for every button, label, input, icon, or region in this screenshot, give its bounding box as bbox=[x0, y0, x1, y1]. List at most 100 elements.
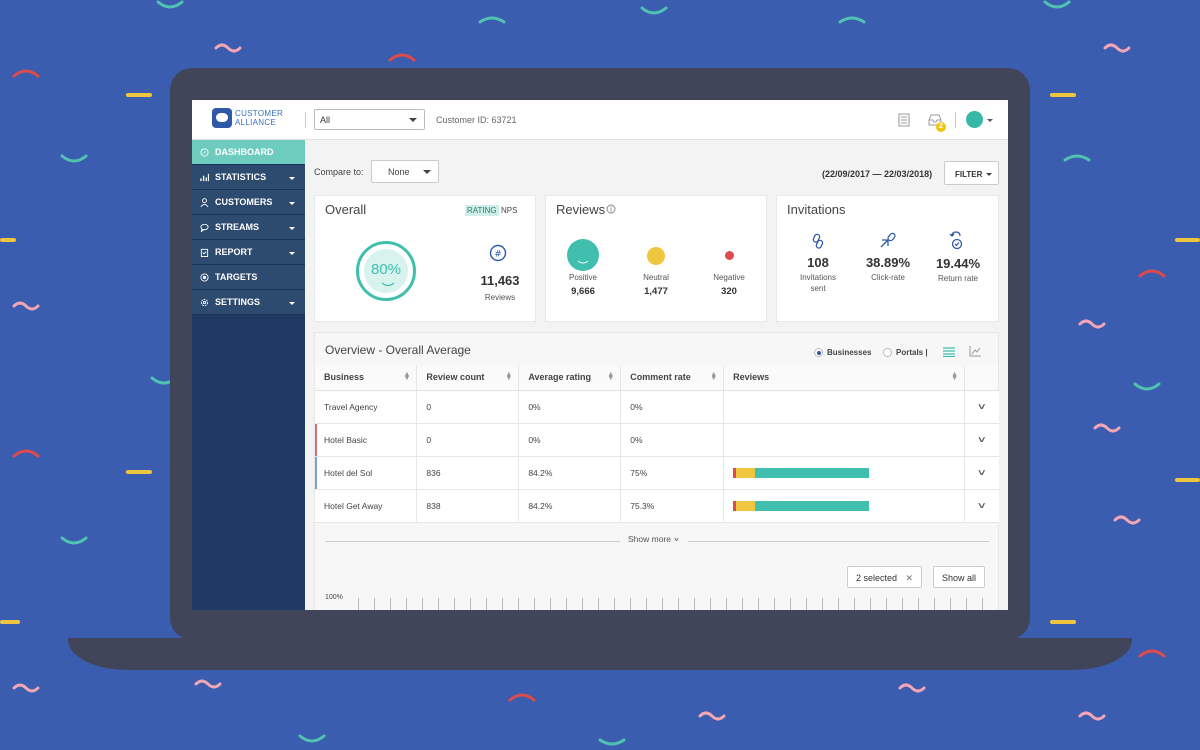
expand-row-button[interactable]: ∨ bbox=[964, 390, 999, 424]
radio-businesses-label: Businesses bbox=[827, 348, 872, 357]
sidebar-item-label: SETTINGS bbox=[215, 297, 261, 307]
sidebar-item-customers[interactable]: CUSTOMERS bbox=[192, 190, 305, 215]
sidebar-item-label: REPORT bbox=[215, 247, 253, 257]
table-row[interactable]: Hotel del Sol 836 84.2% 75% ∨ bbox=[315, 456, 999, 490]
smile-icon bbox=[381, 282, 395, 287]
expand-row-button[interactable]: ∨ bbox=[964, 489, 999, 523]
chevron-down-icon bbox=[986, 173, 992, 176]
show-more-button[interactable]: Show more ∨ bbox=[620, 534, 688, 545]
target-icon bbox=[200, 272, 209, 282]
expand-row-button[interactable]: ∨ bbox=[964, 423, 999, 457]
table-row[interactable]: Hotel Basic 0 0% 0% ∨ bbox=[315, 423, 999, 457]
sidebar-item-label: STREAMS bbox=[215, 222, 260, 232]
divider bbox=[305, 112, 306, 128]
return-rate-value: 19.44% bbox=[935, 256, 981, 271]
show-all-button[interactable]: Show all bbox=[933, 566, 986, 588]
bar-chart-icon bbox=[200, 173, 209, 181]
cell-review-count: 0 bbox=[416, 390, 520, 424]
date-range[interactable]: (22/09/2017 — 22/03/2018) bbox=[822, 169, 933, 179]
column-header-comment-rate[interactable]: Comment rate ▲ ▼ bbox=[620, 365, 725, 391]
sort-icon: ▲ ▼ bbox=[607, 371, 615, 382]
sidebar-item-report[interactable]: REPORT bbox=[192, 240, 305, 265]
cell-average-rating: 84.2% bbox=[518, 489, 622, 523]
chevron-down-icon bbox=[289, 302, 295, 305]
radio-portals[interactable] bbox=[883, 348, 892, 357]
positive-value: 9,666 bbox=[571, 286, 595, 297]
compare-label: Compare to: bbox=[314, 167, 364, 177]
sort-icon: ▲ ▼ bbox=[403, 371, 411, 382]
overall-title: Overall bbox=[325, 202, 367, 217]
sidebar-item-dashboard[interactable]: DASHBOARD bbox=[192, 140, 305, 165]
document-icon[interactable] bbox=[898, 113, 910, 127]
radio-businesses[interactable] bbox=[814, 348, 823, 357]
table-header-row: Business ▲ ▼ Review count ▲ ▼ Average rating… bbox=[315, 365, 999, 391]
cell-average-rating: 0% bbox=[518, 390, 622, 424]
sort-icon: ▲ ▼ bbox=[710, 371, 718, 382]
chevron-down-icon bbox=[409, 118, 417, 122]
business-select[interactable]: All bbox=[314, 109, 425, 130]
positive-indicator bbox=[567, 239, 599, 271]
sidebar-item-statistics[interactable]: STATISTICS bbox=[192, 165, 305, 190]
chevron-down-icon bbox=[289, 202, 295, 205]
sidebar-item-label: DASHBOARD bbox=[215, 147, 274, 157]
column-header-average-rating[interactable]: Average rating ▲ ▼ bbox=[518, 365, 622, 391]
cell-review-count: 0 bbox=[416, 423, 520, 457]
review-count-label: Reviews bbox=[484, 293, 516, 302]
table-row[interactable]: Hotel Get Away 838 84.2% 75.3% ∨ bbox=[315, 489, 999, 523]
sort-icon: ▲ ▼ bbox=[951, 371, 959, 382]
compare-select[interactable]: None bbox=[371, 160, 439, 183]
invitations-sent-value: 108 bbox=[807, 255, 829, 270]
rating-score: 80% bbox=[370, 261, 402, 278]
svg-text:#: # bbox=[494, 250, 502, 260]
bar-segment-negative bbox=[733, 467, 736, 478]
chevron-down-icon: ∨ bbox=[673, 536, 680, 543]
avatar[interactable] bbox=[966, 111, 983, 128]
click-icon bbox=[880, 232, 896, 248]
selected-count-button[interactable]: 2 selected ✕ bbox=[847, 566, 923, 588]
show-all-label: Show all bbox=[942, 573, 977, 583]
sidebar-item-settings[interactable]: SETTINGS bbox=[192, 290, 305, 315]
cell-average-rating: 0% bbox=[518, 423, 622, 457]
cell-comment-rate: 75% bbox=[620, 456, 725, 490]
expand-row-button[interactable]: ∨ bbox=[964, 456, 999, 490]
close-icon[interactable]: ✕ bbox=[905, 573, 914, 583]
info-icon[interactable] bbox=[606, 204, 616, 214]
bar-segment-neutral bbox=[735, 500, 755, 511]
neutral-label: Neutral bbox=[643, 273, 669, 282]
return-rate-label: Return rate bbox=[937, 274, 979, 283]
app-screen: CUSTOMER ALLIANCE All Customer ID: 63721… bbox=[192, 100, 1008, 610]
column-header-reviews[interactable]: Reviews ▲ ▼ bbox=[723, 365, 966, 391]
sidebar-item-targets[interactable]: TARGETS bbox=[192, 265, 305, 290]
cell-reviews-bar bbox=[723, 423, 966, 457]
logo[interactable]: CUSTOMER ALLIANCE bbox=[212, 108, 295, 128]
reviews-distribution-bar bbox=[733, 500, 870, 511]
neutral-indicator bbox=[647, 247, 665, 265]
filter-button[interactable]: FILTER bbox=[944, 161, 999, 185]
column-header-business[interactable]: Business ▲ ▼ bbox=[315, 365, 418, 391]
compare-select-value: None bbox=[388, 167, 410, 177]
overview-table: Business ▲ ▼ Review count ▲ ▼ Average rating… bbox=[315, 365, 999, 523]
chevron-down-icon bbox=[289, 227, 295, 230]
invitations-title: Invitations bbox=[787, 202, 846, 217]
sidebar-item-streams[interactable]: STREAMS bbox=[192, 215, 305, 240]
chart-view-icon[interactable] bbox=[969, 346, 981, 357]
logo-icon bbox=[212, 108, 232, 128]
clipboard-icon bbox=[200, 248, 209, 257]
bar-segment-positive bbox=[754, 467, 870, 478]
neutral-value: 1,477 bbox=[644, 286, 668, 297]
tab-rating[interactable]: RATING bbox=[465, 205, 499, 216]
show-more-label: Show more bbox=[628, 534, 671, 544]
column-header-review-count[interactable]: Review count ▲ ▼ bbox=[416, 365, 520, 391]
tab-nps[interactable]: NPS bbox=[501, 206, 518, 215]
chevron-down-icon[interactable] bbox=[987, 119, 993, 122]
rating-gauge: 80% bbox=[356, 241, 416, 301]
list-view-icon[interactable] bbox=[943, 347, 955, 357]
table-row[interactable]: Travel Agency 0 0% 0% ∨ bbox=[315, 390, 999, 424]
bar-segment-neutral bbox=[735, 467, 755, 478]
chevron-down-icon: ∨ bbox=[976, 434, 987, 444]
inbox-icon[interactable] bbox=[927, 113, 943, 127]
filter-button-label: FILTER bbox=[955, 170, 983, 179]
hash-icon: # bbox=[489, 244, 507, 262]
cell-reviews-bar bbox=[723, 390, 966, 424]
